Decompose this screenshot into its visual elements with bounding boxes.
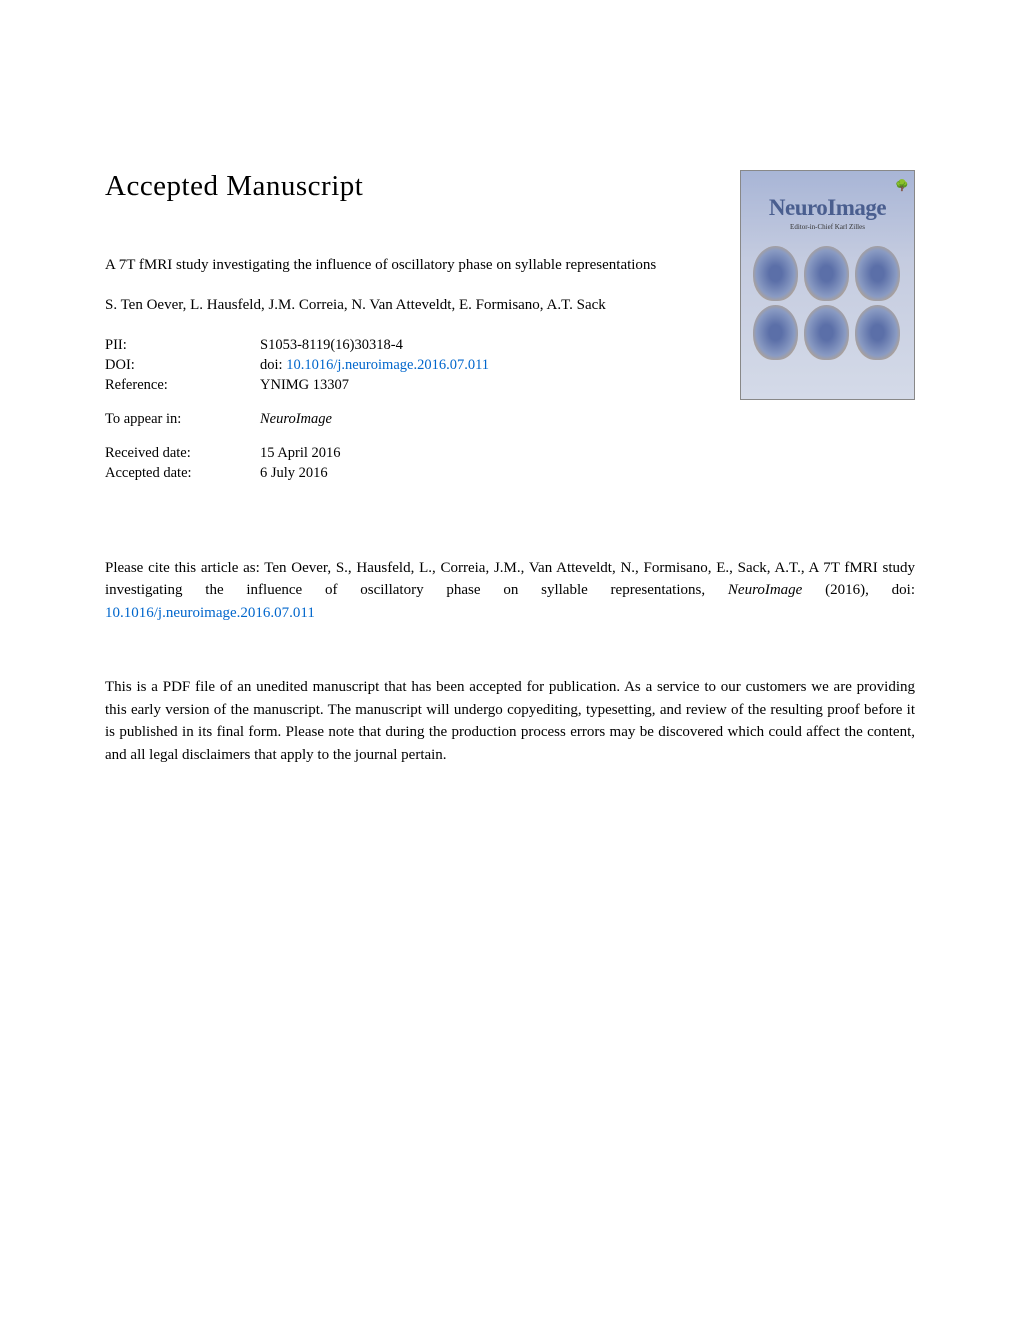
brain-icon bbox=[804, 305, 849, 360]
appear-row: To appear in: NeuroImage bbox=[105, 411, 675, 428]
pii-value: S1053-8119(16)30318-4 bbox=[260, 337, 675, 354]
brain-icon bbox=[804, 246, 849, 301]
brain-icon bbox=[855, 246, 900, 301]
doi-label: DOI: bbox=[105, 357, 260, 374]
journal-cover-title: NeuroImage bbox=[769, 195, 886, 221]
reference-value: YNIMG 13307 bbox=[260, 377, 675, 394]
article-title: A 7T fMRI study investigating the influe… bbox=[105, 255, 675, 277]
citation-text: Please cite this article as: Ten Oever, … bbox=[105, 557, 915, 625]
brain-icon bbox=[753, 305, 798, 360]
disclaimer-text: This is a PDF file of an unedited manusc… bbox=[105, 676, 915, 766]
citation-doi-link[interactable]: 10.1016/j.neuroimage.2016.07.011 bbox=[105, 605, 315, 621]
journal-cover-subtitle: Editor-in-Chief Karl Zilles bbox=[790, 223, 865, 231]
authors-list: S. Ten Oever, L. Hausfeld, J.M. Correia,… bbox=[105, 295, 675, 317]
accepted-row: Accepted date: 6 July 2016 bbox=[105, 465, 675, 482]
elsevier-logo-icon: 🌳 bbox=[895, 179, 909, 192]
metadata-table: PII: S1053-8119(16)30318-4 DOI: doi: 10.… bbox=[105, 337, 675, 482]
received-row: Received date: 15 April 2016 bbox=[105, 445, 675, 462]
brain-icon bbox=[753, 246, 798, 301]
doi-value: doi: 10.1016/j.neuroimage.2016.07.011 bbox=[260, 357, 675, 374]
reference-row: Reference: YNIMG 13307 bbox=[105, 377, 675, 394]
doi-row: DOI: doi: 10.1016/j.neuroimage.2016.07.0… bbox=[105, 357, 675, 374]
doi-link[interactable]: 10.1016/j.neuroimage.2016.07.011 bbox=[286, 357, 489, 373]
appear-label: To appear in: bbox=[105, 411, 260, 428]
brain-icon bbox=[855, 305, 900, 360]
accepted-value: 6 July 2016 bbox=[260, 465, 675, 482]
doi-prefix: doi: bbox=[260, 357, 286, 373]
accepted-heading: Accepted Manuscript bbox=[105, 170, 363, 203]
appear-value: NeuroImage bbox=[260, 411, 675, 428]
citation-journal: NeuroImage bbox=[728, 582, 802, 598]
citation-after: (2016), doi: bbox=[802, 582, 915, 598]
received-value: 15 April 2016 bbox=[260, 445, 675, 462]
reference-label: Reference: bbox=[105, 377, 260, 394]
pii-label: PII: bbox=[105, 337, 260, 354]
journal-cover: 🌳 NeuroImage Editor-in-Chief Karl Zilles bbox=[740, 170, 915, 400]
pii-row: PII: S1053-8119(16)30318-4 bbox=[105, 337, 675, 354]
received-label: Received date: bbox=[105, 445, 260, 462]
title-section: A 7T fMRI study investigating the influe… bbox=[105, 255, 675, 482]
brain-images-grid bbox=[753, 246, 903, 360]
accepted-label: Accepted date: bbox=[105, 465, 260, 482]
